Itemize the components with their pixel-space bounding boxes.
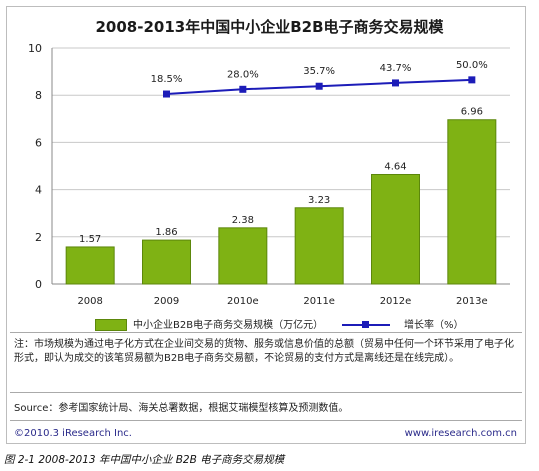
legend-line-swatch [342,320,390,330]
growth-rate-marker [239,85,247,93]
x-tick-label: 2009 [154,296,179,307]
website-text: www.iresearch.com.cn [404,428,517,439]
growth-rate-label: 50.0% [456,60,488,71]
chart-title: 2008-2013年中国中小企业B2B电子商务交易规模 [95,18,444,36]
growth-rate-label: 35.7% [303,66,335,77]
legend-bar-item: 中小企业B2B电子商务交易规模（万亿元） [95,316,323,331]
bar [218,227,268,285]
chart-source: Source：参考国家统计局、海关总署数据，根据艾瑞模型核算及预测数值。 [14,403,349,414]
bar-value-label: 3.23 [308,195,330,206]
x-tick-label: 2013e [456,296,488,307]
growth-rate-label: 43.7% [380,63,412,74]
x-tick-label: 2012e [380,296,412,307]
copyright-text: ©2010.3 iResearch Inc. [14,428,132,439]
figure-caption: 图 2-1 2008-2013 年中国中小企业 B2B 电子商务交易规模 [4,454,285,466]
growth-rate-marker [392,79,399,87]
growth-rate-label: 18.5% [151,74,183,85]
bar [447,119,497,285]
x-tick-label: 2008 [77,296,102,307]
bar-value-label: 6.96 [461,107,483,118]
bar [371,173,420,285]
growth-rate-marker [163,90,170,98]
bar-value-label: 4.64 [384,161,406,172]
bar-value-label: 2.38 [232,215,254,226]
bar-value-label: 1.57 [79,234,101,245]
bar-value-label: 1.86 [155,227,177,238]
y-tick-label: 4 [35,184,42,197]
divider [10,420,522,421]
legend-bar-swatch [95,319,127,331]
x-tick-label: 2011e [303,296,335,307]
legend-line-label: 增长率（%） [404,320,464,331]
x-tick-label: 2010e [227,296,259,307]
y-tick-label: 6 [35,136,42,149]
bar [65,246,115,285]
divider [10,332,522,333]
y-tick-label: 10 [28,42,42,55]
divider [10,392,522,393]
y-tick-label: 8 [35,89,42,102]
y-tick-label: 2 [35,231,42,244]
bar [142,239,191,285]
growth-rate-label: 28.0% [227,69,259,80]
legend-line-item: 增长率（%） [342,316,464,331]
chart-frame [6,6,526,444]
y-tick-label: 0 [35,278,42,291]
bar [294,207,344,285]
chart-note: 注：市场规模为通过电子化方式在企业间交易的货物、服务或信息价值的总额（贸易中任何… [14,339,514,364]
growth-rate-marker [468,76,476,84]
legend-bar-label: 中小企业B2B电子商务交易规模（万亿元） [133,320,324,331]
growth-rate-marker [315,82,323,90]
